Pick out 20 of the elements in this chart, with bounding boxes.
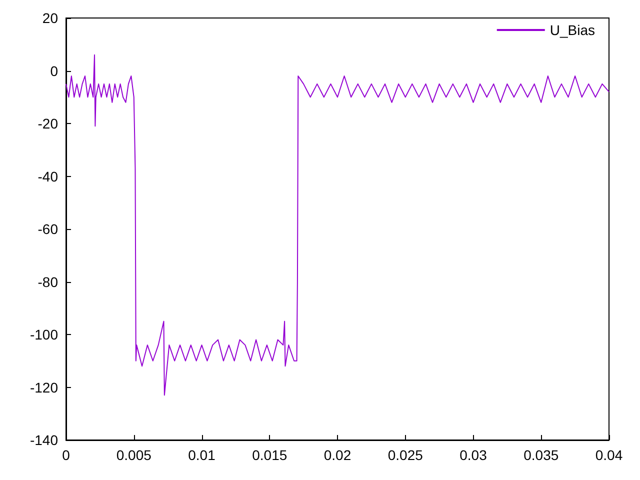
y-tick-label: -120 bbox=[30, 379, 58, 396]
x-tick-label: 0.035 bbox=[524, 447, 559, 463]
line-series bbox=[66, 54, 610, 396]
x-tick-label: 0 bbox=[62, 447, 70, 463]
y-tick-label: -100 bbox=[30, 326, 58, 342]
x-tick-label: 0.025 bbox=[388, 447, 424, 463]
y-tick-label: -60 bbox=[38, 221, 58, 237]
y-tick-label: -80 bbox=[38, 274, 58, 290]
legend-label: U_Bias bbox=[550, 22, 596, 38]
x-tick-label: 0.005 bbox=[116, 447, 152, 463]
y-tick-label: 20 bbox=[42, 10, 58, 26]
y-tick-label: -40 bbox=[38, 168, 58, 184]
x-tick-label: 0.04 bbox=[595, 447, 623, 463]
y-tick-label: 0 bbox=[50, 62, 58, 79]
x-tick-label: 0.01 bbox=[188, 447, 216, 463]
x-tick-label: 0.03 bbox=[460, 447, 488, 463]
x-tick-label: 0.015 bbox=[252, 447, 288, 463]
x-tick-label: 0.02 bbox=[324, 447, 352, 463]
y-tick-label: -140 bbox=[30, 432, 58, 448]
y-tick-label: -20 bbox=[38, 116, 58, 132]
